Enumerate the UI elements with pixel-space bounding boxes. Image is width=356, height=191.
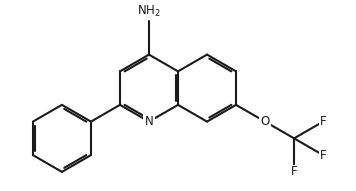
Text: O: O: [261, 115, 270, 128]
Text: F: F: [320, 115, 326, 128]
Text: F: F: [291, 165, 297, 178]
Text: NH$_2$: NH$_2$: [137, 4, 161, 19]
Text: N: N: [145, 115, 153, 128]
Text: F: F: [320, 149, 326, 162]
